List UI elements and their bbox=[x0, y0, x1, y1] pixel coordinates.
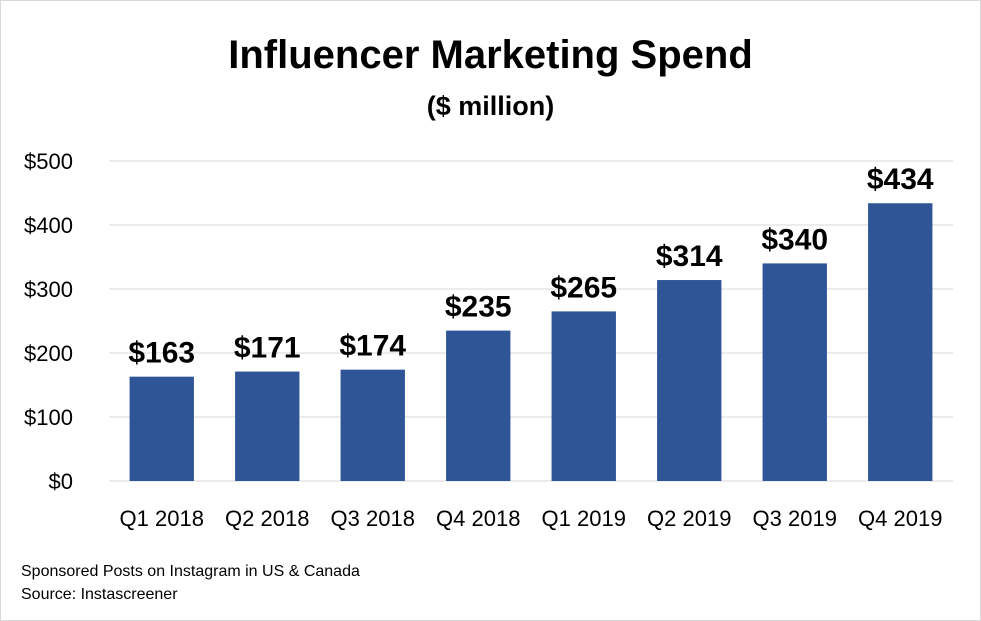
bar bbox=[235, 371, 300, 481]
bar bbox=[340, 369, 405, 481]
y-tick-label: $100 bbox=[24, 405, 73, 430]
y-tick-label: $300 bbox=[24, 277, 73, 302]
bar bbox=[446, 330, 511, 481]
footnote-note: Sponsored Posts on Instagram in US & Can… bbox=[21, 563, 360, 580]
data-label: $340 bbox=[761, 223, 828, 256]
data-label: $314 bbox=[656, 240, 723, 273]
data-label: $174 bbox=[339, 330, 406, 363]
x-tick-label: Q2 2018 bbox=[225, 506, 309, 531]
bar bbox=[657, 280, 722, 481]
y-tick-label: $0 bbox=[49, 469, 73, 494]
bar bbox=[868, 203, 933, 482]
chart-subtitle: ($ million) bbox=[426, 91, 555, 121]
x-tick-label: Q1 2019 bbox=[542, 506, 626, 531]
x-tick-label: Q2 2019 bbox=[647, 506, 731, 531]
x-tick-label: Q3 2019 bbox=[753, 506, 837, 531]
y-tick-label: $400 bbox=[24, 213, 73, 238]
footnote-source: Source: Instascreener bbox=[21, 586, 178, 603]
data-label: $163 bbox=[128, 337, 195, 370]
chart-title: Influencer Marketing Spend bbox=[228, 33, 753, 77]
y-tick-label: $200 bbox=[24, 341, 73, 366]
x-tick-label: Q3 2018 bbox=[331, 506, 415, 531]
x-tick-label: Q4 2019 bbox=[858, 506, 942, 531]
x-tick-label: Q4 2018 bbox=[436, 506, 520, 531]
bar bbox=[762, 263, 827, 481]
bar bbox=[551, 311, 616, 481]
data-label: $265 bbox=[550, 271, 617, 304]
data-label: $235 bbox=[445, 291, 512, 324]
y-tick-label: $500 bbox=[24, 149, 73, 174]
x-tick-label: Q1 2018 bbox=[120, 506, 204, 531]
data-label: $171 bbox=[234, 332, 301, 365]
bar bbox=[129, 376, 194, 481]
data-label: $434 bbox=[867, 163, 934, 196]
